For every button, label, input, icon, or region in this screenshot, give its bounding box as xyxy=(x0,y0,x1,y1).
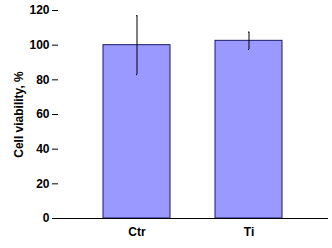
svg-text:80: 80 xyxy=(36,73,50,87)
svg-text:40: 40 xyxy=(36,142,50,156)
svg-text:0: 0 xyxy=(43,211,50,225)
svg-text:Cell viability, %: Cell viability, % xyxy=(12,71,26,158)
svg-text:100: 100 xyxy=(29,38,49,52)
svg-text:20: 20 xyxy=(36,177,50,191)
svg-text:Ctr: Ctr xyxy=(128,225,146,239)
svg-text:Ti: Ti xyxy=(244,225,254,239)
svg-text:120: 120 xyxy=(29,3,49,17)
svg-text:60: 60 xyxy=(36,107,50,121)
